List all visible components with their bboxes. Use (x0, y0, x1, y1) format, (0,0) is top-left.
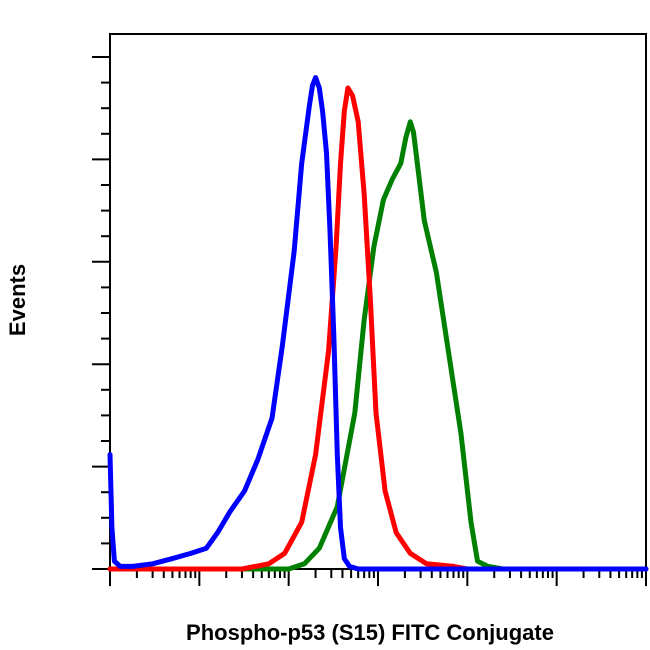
y-axis-ticks (92, 56, 110, 570)
plot-frame (109, 33, 647, 570)
x-axis-ticks (109, 569, 647, 586)
series-line-1 (107, 75, 649, 572)
x-axis-label: Phospho-p53 (S15) FITC Conjugate (186, 620, 554, 645)
series-line-2 (107, 85, 649, 572)
y-axis-label: Events (5, 263, 30, 337)
series-line-3 (107, 119, 649, 572)
histogram-series (107, 75, 649, 572)
